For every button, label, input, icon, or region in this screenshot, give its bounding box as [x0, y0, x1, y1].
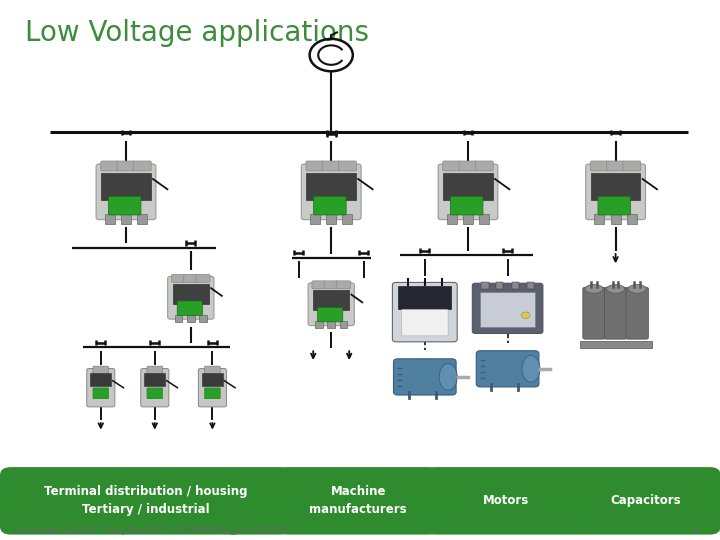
FancyBboxPatch shape	[306, 161, 324, 171]
FancyBboxPatch shape	[459, 161, 477, 171]
Text: Machine
manufacturers: Machine manufacturers	[310, 485, 407, 516]
FancyBboxPatch shape	[204, 366, 220, 374]
FancyBboxPatch shape	[187, 315, 194, 322]
FancyBboxPatch shape	[598, 197, 631, 215]
FancyBboxPatch shape	[475, 161, 493, 171]
FancyBboxPatch shape	[526, 282, 534, 288]
FancyBboxPatch shape	[96, 164, 156, 220]
FancyBboxPatch shape	[595, 214, 605, 224]
FancyBboxPatch shape	[312, 281, 326, 289]
FancyBboxPatch shape	[105, 214, 115, 224]
FancyBboxPatch shape	[446, 214, 457, 224]
Text: Terminal distribution / housing
Tertiary / industrial: Terminal distribution / housing Tertiary…	[44, 485, 248, 516]
FancyBboxPatch shape	[87, 368, 115, 407]
FancyBboxPatch shape	[93, 388, 109, 399]
FancyBboxPatch shape	[314, 197, 346, 215]
FancyBboxPatch shape	[580, 341, 652, 348]
FancyBboxPatch shape	[463, 214, 473, 224]
Ellipse shape	[522, 355, 540, 382]
FancyBboxPatch shape	[168, 276, 214, 319]
FancyBboxPatch shape	[338, 161, 356, 171]
FancyBboxPatch shape	[443, 161, 461, 171]
FancyBboxPatch shape	[340, 321, 347, 328]
Text: 6: 6	[693, 525, 698, 535]
FancyBboxPatch shape	[93, 366, 109, 374]
FancyBboxPatch shape	[480, 214, 490, 224]
FancyBboxPatch shape	[392, 282, 457, 342]
FancyBboxPatch shape	[145, 373, 166, 386]
FancyBboxPatch shape	[117, 161, 135, 171]
FancyBboxPatch shape	[202, 373, 223, 386]
FancyBboxPatch shape	[101, 161, 119, 171]
FancyBboxPatch shape	[583, 287, 605, 339]
FancyBboxPatch shape	[323, 161, 341, 171]
Ellipse shape	[606, 285, 625, 293]
FancyBboxPatch shape	[394, 359, 456, 395]
FancyBboxPatch shape	[310, 214, 320, 224]
FancyBboxPatch shape	[605, 287, 626, 339]
FancyBboxPatch shape	[438, 164, 498, 220]
FancyBboxPatch shape	[444, 173, 492, 199]
FancyBboxPatch shape	[133, 161, 151, 171]
FancyBboxPatch shape	[402, 309, 448, 336]
FancyBboxPatch shape	[177, 301, 202, 315]
FancyBboxPatch shape	[496, 282, 503, 288]
FancyBboxPatch shape	[108, 197, 141, 215]
FancyBboxPatch shape	[481, 282, 488, 288]
FancyBboxPatch shape	[313, 290, 349, 310]
FancyBboxPatch shape	[184, 274, 198, 282]
Text: Schneider Electric - Easy Pact EZC - COMBT49 b_en--07/2010: Schneider Electric - Easy Pact EZC - COM…	[14, 525, 291, 535]
FancyBboxPatch shape	[198, 368, 226, 407]
FancyBboxPatch shape	[141, 368, 168, 407]
FancyBboxPatch shape	[137, 214, 147, 224]
FancyBboxPatch shape	[328, 321, 335, 328]
FancyBboxPatch shape	[147, 366, 163, 374]
Ellipse shape	[439, 363, 457, 390]
FancyBboxPatch shape	[173, 284, 209, 303]
FancyBboxPatch shape	[307, 173, 356, 199]
FancyBboxPatch shape	[477, 351, 539, 387]
FancyBboxPatch shape	[398, 286, 451, 309]
FancyBboxPatch shape	[196, 274, 210, 282]
Text: Motors: Motors	[482, 494, 529, 508]
FancyBboxPatch shape	[101, 173, 150, 199]
FancyBboxPatch shape	[308, 283, 354, 326]
Ellipse shape	[628, 285, 647, 293]
FancyBboxPatch shape	[343, 214, 353, 224]
FancyBboxPatch shape	[324, 281, 338, 289]
FancyBboxPatch shape	[571, 467, 720, 535]
FancyBboxPatch shape	[318, 307, 343, 322]
FancyBboxPatch shape	[204, 388, 220, 399]
FancyBboxPatch shape	[425, 467, 587, 535]
FancyBboxPatch shape	[590, 173, 641, 199]
FancyBboxPatch shape	[586, 164, 646, 220]
FancyBboxPatch shape	[326, 214, 336, 224]
FancyBboxPatch shape	[606, 161, 625, 171]
FancyBboxPatch shape	[623, 161, 641, 171]
FancyBboxPatch shape	[147, 388, 163, 399]
FancyBboxPatch shape	[480, 292, 535, 327]
FancyBboxPatch shape	[302, 164, 361, 220]
FancyBboxPatch shape	[472, 283, 543, 333]
FancyBboxPatch shape	[91, 373, 111, 386]
Circle shape	[521, 312, 530, 319]
FancyBboxPatch shape	[277, 467, 439, 535]
FancyBboxPatch shape	[590, 161, 608, 171]
FancyBboxPatch shape	[611, 214, 621, 224]
Text: Capacitors: Capacitors	[611, 494, 681, 508]
FancyBboxPatch shape	[626, 287, 649, 339]
FancyBboxPatch shape	[315, 321, 323, 328]
FancyBboxPatch shape	[336, 281, 351, 289]
FancyBboxPatch shape	[451, 197, 483, 215]
FancyBboxPatch shape	[199, 315, 207, 322]
FancyBboxPatch shape	[0, 467, 292, 535]
FancyBboxPatch shape	[175, 315, 182, 322]
FancyBboxPatch shape	[626, 214, 636, 224]
FancyBboxPatch shape	[171, 274, 186, 282]
FancyBboxPatch shape	[512, 282, 519, 288]
Text: Low Voltage applications: Low Voltage applications	[25, 19, 369, 47]
FancyBboxPatch shape	[121, 214, 131, 224]
Ellipse shape	[585, 285, 603, 293]
